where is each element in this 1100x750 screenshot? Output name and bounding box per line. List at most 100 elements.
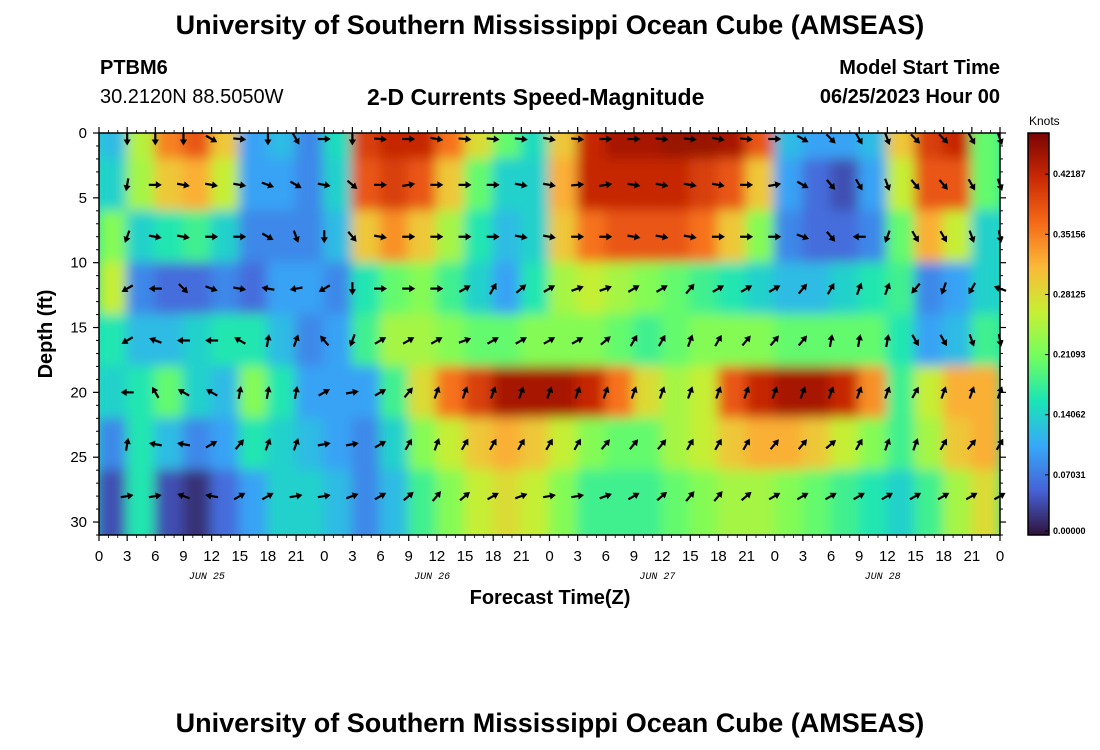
current-vector	[320, 230, 328, 244]
heatmap-cell	[801, 365, 833, 419]
current-vector	[826, 179, 836, 190]
y-tick-label: 15	[70, 320, 87, 337]
heatmap-cell	[295, 314, 326, 367]
heatmap-cell	[323, 262, 354, 316]
current-vector	[320, 335, 330, 347]
x-tick-label: 0	[320, 548, 328, 565]
current-vector	[458, 181, 472, 189]
current-vector	[542, 233, 556, 241]
heatmap-cell	[830, 314, 861, 367]
heatmap-cell	[99, 262, 129, 316]
current-vector	[345, 388, 359, 396]
heatmap-cell	[323, 133, 354, 160]
current-vector	[264, 385, 272, 399]
current-vector	[571, 135, 585, 143]
heatmap-cell	[99, 417, 129, 471]
current-vector	[683, 181, 697, 189]
current-vector	[458, 135, 472, 143]
x-tick-label: 6	[602, 548, 610, 565]
current-vector	[291, 132, 300, 145]
current-vector	[687, 334, 694, 347]
heatmap-cell	[266, 210, 298, 264]
x-tick-label: 0	[545, 548, 553, 565]
current-vector	[292, 334, 300, 347]
heatmap-cell	[379, 133, 410, 160]
colorbar-tick-label: 0.35156	[1053, 229, 1086, 239]
heatmap-cell	[886, 262, 917, 316]
current-vector	[430, 181, 444, 189]
current-vector	[911, 386, 919, 399]
x-tick-label: 3	[123, 548, 131, 565]
x-tick-label: 3	[573, 548, 581, 565]
heatmap-cell	[548, 133, 579, 160]
heatmap-cell	[830, 158, 861, 212]
heatmap-cell	[858, 314, 889, 367]
heatmap-cell	[970, 262, 1000, 316]
heatmap-cell	[914, 133, 945, 160]
current-vector	[658, 386, 666, 399]
heatmap-cell	[548, 365, 579, 419]
y-axis-label: Depth (ft)	[35, 290, 57, 379]
current-vector	[486, 135, 500, 143]
heatmap-cell	[492, 262, 523, 316]
current-vector	[683, 233, 697, 241]
current-vector	[657, 334, 666, 347]
colorbar-tick-label: 0.00000	[1053, 526, 1086, 536]
heatmap-cell	[492, 365, 523, 419]
current-vector	[517, 438, 525, 451]
current-vector	[402, 285, 416, 293]
current-vector	[571, 233, 585, 241]
current-vector	[318, 388, 330, 397]
current-vector	[233, 135, 247, 143]
current-vector	[824, 492, 837, 501]
current-vector	[233, 285, 247, 293]
heatmap-cell	[717, 417, 748, 471]
heatmap-cell	[689, 314, 720, 367]
current-vector	[740, 181, 754, 189]
heatmap-cell	[323, 210, 354, 264]
current-vector	[627, 181, 641, 189]
heatmap-cell	[773, 262, 804, 316]
current-vector	[430, 285, 444, 293]
current-vector	[855, 438, 863, 451]
current-vector	[968, 386, 976, 399]
current-vector	[121, 284, 134, 292]
current-vector	[233, 181, 247, 189]
current-vector	[939, 334, 948, 347]
current-vector	[711, 233, 725, 241]
heatmap-cell	[238, 365, 269, 419]
current-vector	[742, 438, 750, 451]
x-tick-label: 0	[996, 548, 1004, 565]
current-vector	[884, 282, 891, 296]
heatmap-cell	[830, 469, 861, 535]
heatmap-cell	[689, 365, 720, 419]
current-vector	[599, 285, 612, 292]
current-vector	[374, 285, 388, 293]
current-vector	[176, 181, 190, 189]
x-tick-label: 21	[513, 548, 530, 565]
heatmap-cell	[970, 133, 1000, 160]
heatmap-cell	[435, 133, 467, 160]
current-vector	[741, 335, 751, 347]
current-vector	[348, 333, 356, 347]
current-vector	[404, 438, 413, 451]
heatmap-cell	[858, 262, 889, 316]
current-vector	[967, 132, 976, 145]
current-vector	[968, 333, 976, 347]
current-vector	[234, 439, 244, 450]
heatmap-cell	[210, 417, 241, 471]
current-vector	[317, 181, 331, 189]
current-vector	[487, 337, 499, 345]
heatmap-cell	[604, 417, 635, 471]
heatmap-cell	[830, 133, 861, 160]
current-vector	[571, 181, 585, 189]
current-vector	[940, 386, 948, 399]
current-vector	[853, 492, 865, 501]
heatmap-cell	[801, 469, 833, 535]
heatmap-cell	[632, 133, 664, 160]
heatmap-cell	[99, 158, 129, 212]
current-vector	[149, 336, 162, 344]
current-vector	[486, 181, 500, 189]
current-vector	[599, 181, 613, 189]
current-vector	[574, 386, 582, 399]
